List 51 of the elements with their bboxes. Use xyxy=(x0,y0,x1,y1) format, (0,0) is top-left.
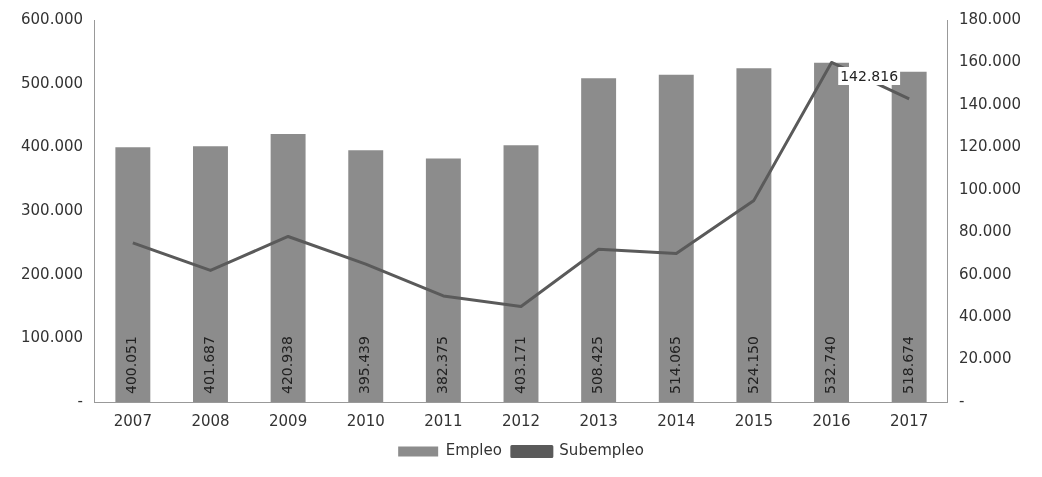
bar xyxy=(503,145,539,402)
x-tick-label: 2008 xyxy=(191,411,230,430)
x-tick-label: 2012 xyxy=(501,411,541,430)
y2-tick-label: - xyxy=(958,391,965,410)
data-label: 518.674 xyxy=(899,336,916,394)
x-tick-label: 2009 xyxy=(269,411,308,430)
y-tick-label: 200.000 xyxy=(21,264,84,283)
x-tick-label: 2016 xyxy=(812,411,851,430)
legend-label: Empleo xyxy=(445,441,502,460)
bar xyxy=(581,78,617,402)
x-tick-label: 2011 xyxy=(424,411,463,430)
y2-tick-label: 80.000 xyxy=(958,222,1012,241)
y2-tick-label: 160.000 xyxy=(958,52,1021,71)
bar xyxy=(425,158,461,402)
y-tick-label: - xyxy=(77,391,84,410)
y2-tick-label: 140.000 xyxy=(958,94,1021,113)
data-label: 142.816 xyxy=(840,67,899,84)
bar xyxy=(348,150,384,402)
y2-tick-label: 20.000 xyxy=(958,349,1012,368)
bar xyxy=(658,74,694,402)
data-label: 420.938 xyxy=(278,336,295,394)
data-label: 524.150 xyxy=(744,336,761,394)
data-label: 532.740 xyxy=(822,336,839,394)
x-tick-label: 2014 xyxy=(657,411,696,430)
bar xyxy=(115,147,151,402)
x-tick-label: 2015 xyxy=(734,411,773,430)
data-label: 395.439 xyxy=(356,336,373,394)
bar xyxy=(270,134,306,402)
x-tick-label: 2017 xyxy=(890,411,929,430)
x-tick-label: 2007 xyxy=(113,411,152,430)
legend-label: Subempleo xyxy=(559,441,644,460)
data-label: 382.375 xyxy=(434,336,451,394)
bar xyxy=(736,68,772,402)
y2-tick-label: 60.000 xyxy=(958,264,1012,283)
bar xyxy=(193,146,228,402)
data-label: 401.687 xyxy=(201,336,218,394)
data-label: 400.051 xyxy=(123,336,140,394)
data-label: 514.065 xyxy=(666,336,683,394)
y-tick-label: 300.000 xyxy=(21,200,84,219)
y2-tick-label: 40.000 xyxy=(958,307,1012,325)
y2-tick-label: 180.000 xyxy=(958,9,1021,28)
x-tick-label: 2010 xyxy=(346,411,385,430)
data-label: 508.425 xyxy=(589,336,606,394)
y-tick-label: 100.000 xyxy=(21,328,84,347)
y-tick-label: 600.000 xyxy=(21,9,84,28)
x-tick-label: 2013 xyxy=(579,411,618,430)
data-label: 403.171 xyxy=(511,336,528,394)
y2-tick-label: 100.000 xyxy=(958,179,1021,198)
y-tick-label: 400.000 xyxy=(21,137,84,156)
y2-tick-label: 120.000 xyxy=(958,137,1021,156)
y-tick-label: 500.000 xyxy=(21,73,84,92)
